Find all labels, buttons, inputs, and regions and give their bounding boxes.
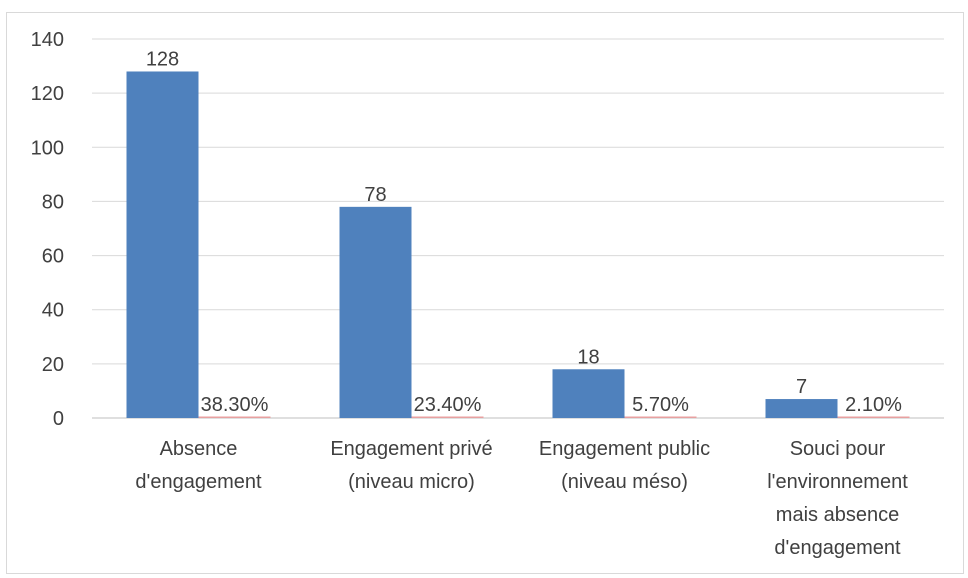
y-tick-label: 120 <box>31 83 64 105</box>
data-label: 23.40% <box>414 394 482 416</box>
bar <box>765 399 838 418</box>
x-tick-label: Engagement privé <box>330 438 492 460</box>
data-label: 38.30% <box>201 394 269 416</box>
bar <box>552 369 625 418</box>
x-tick-label: Souci pour <box>790 438 886 460</box>
data-label: 128 <box>146 48 179 70</box>
y-tick-label: 0 <box>53 408 64 430</box>
y-tick-label: 140 <box>31 29 64 51</box>
x-tick-label: Engagement public <box>539 438 710 460</box>
y-tick-label: 20 <box>42 354 64 376</box>
data-label: 7 <box>796 376 807 398</box>
bar <box>411 416 484 418</box>
y-tick-label: 100 <box>31 137 64 159</box>
y-tick-label: 60 <box>42 246 64 268</box>
x-tick-label: mais absence <box>776 504 899 526</box>
x-tick-label: d'engagement <box>774 537 901 559</box>
bar <box>837 416 910 418</box>
data-label: 2.10% <box>845 394 902 416</box>
x-tick-label: d'engagement <box>135 471 262 493</box>
bar <box>126 71 199 418</box>
bar <box>624 416 697 418</box>
bar <box>339 206 412 418</box>
y-tick-label: 40 <box>42 300 64 322</box>
bar <box>198 416 271 418</box>
x-tick-label: l'environnement <box>767 471 908 493</box>
x-tick-label: (niveau micro) <box>348 471 475 493</box>
x-tick-label: Absence <box>160 438 238 460</box>
data-label: 78 <box>364 184 386 206</box>
data-label: 5.70% <box>632 394 689 416</box>
y-tick-label: 80 <box>42 191 64 213</box>
x-tick-label: (niveau méso) <box>561 471 688 493</box>
data-label: 18 <box>577 346 599 368</box>
